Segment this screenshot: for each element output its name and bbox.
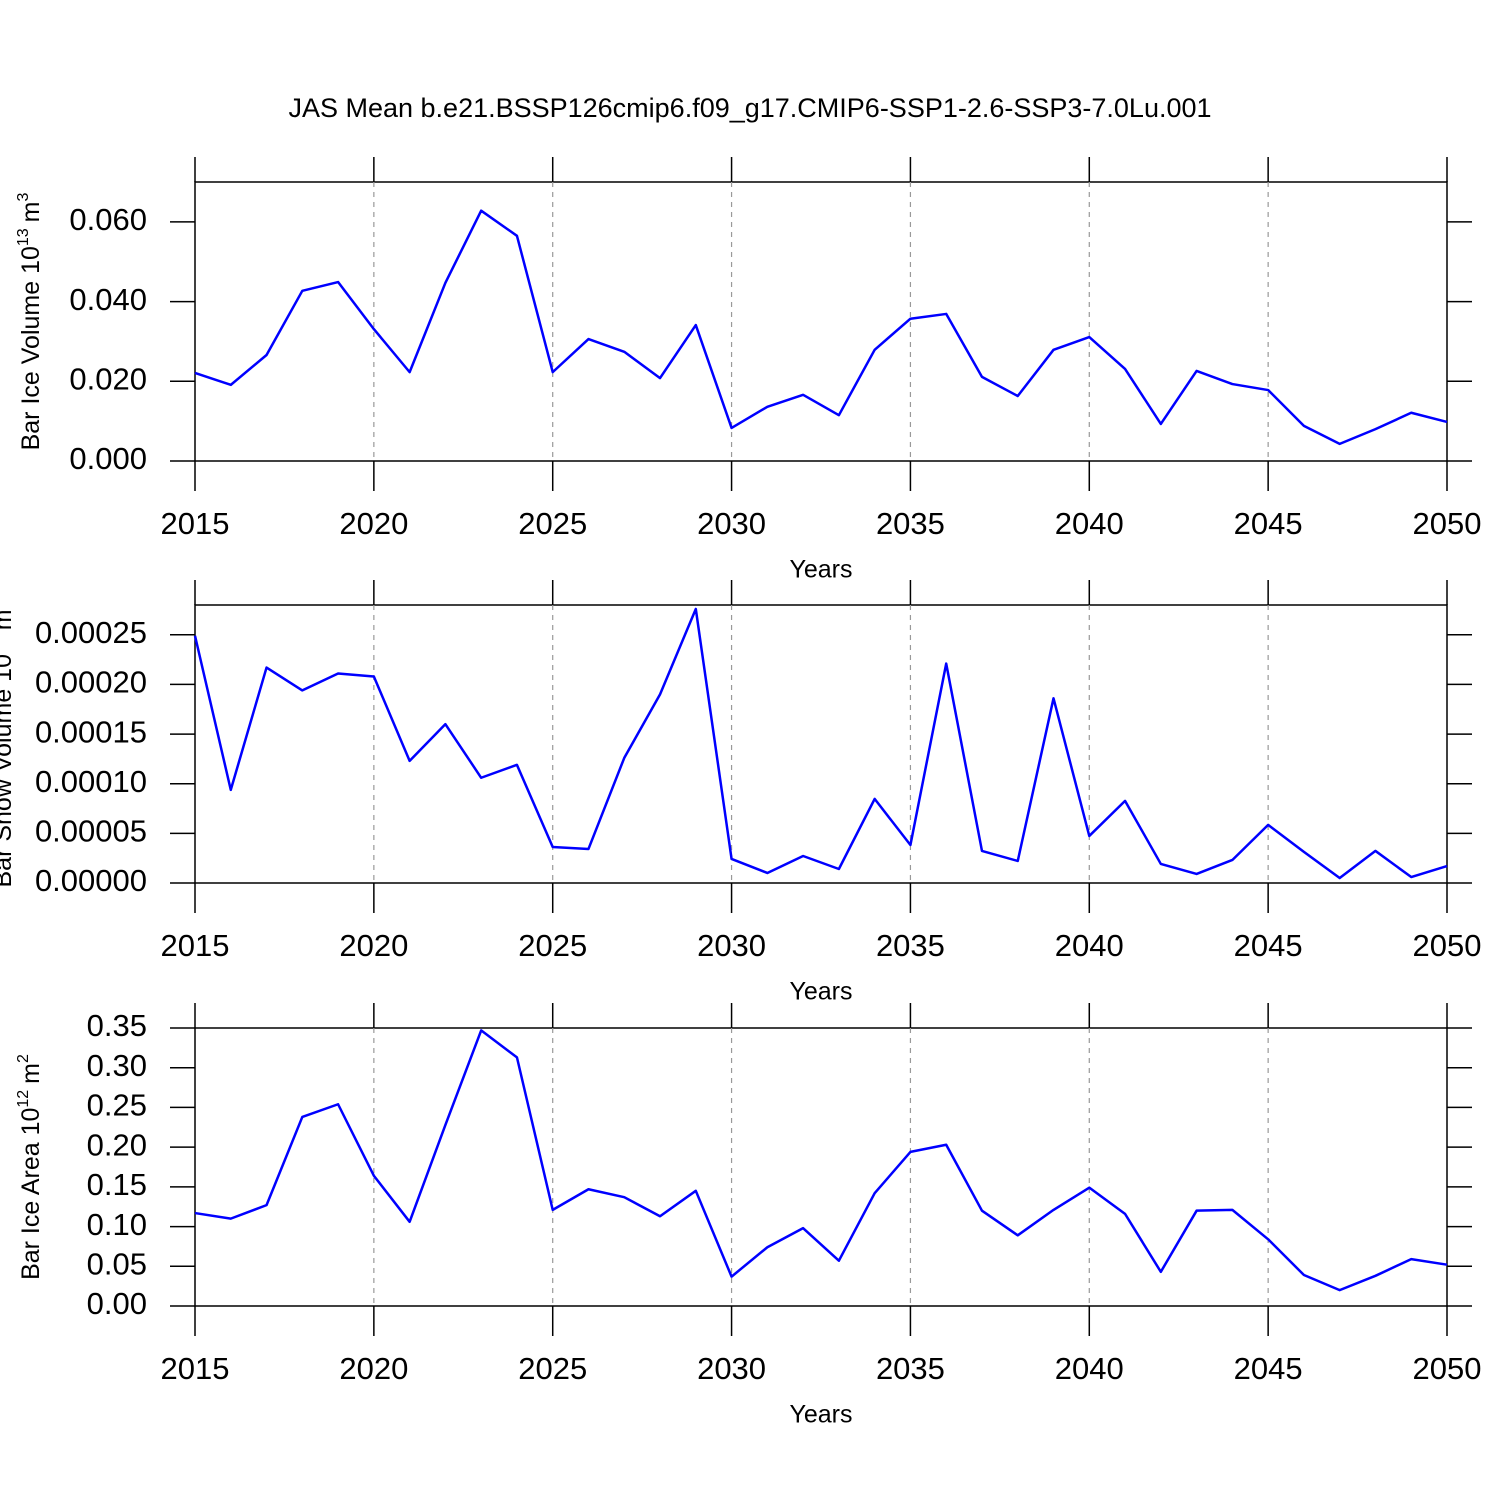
x-tick-label: 2050: [1413, 928, 1482, 963]
y-axis-label-part: 3: [15, 192, 32, 201]
plot-frame: [194, 604, 1448, 884]
y-axis-label-part: Bar Ice Volume 10: [17, 246, 45, 450]
data-line: [193, 607, 1448, 880]
x-tick-label: 2035: [876, 506, 945, 541]
y-tick-label: 0.00020: [35, 665, 147, 700]
x-tick-label: 2015: [161, 1351, 230, 1386]
x-tick-label: 2040: [1055, 506, 1124, 541]
y-tick-label: 0.20: [87, 1127, 147, 1162]
y-tick-label: 0.25: [87, 1088, 147, 1123]
x-tick-label: 2050: [1413, 506, 1482, 541]
x-tick-label: 2030: [697, 928, 766, 963]
x-tick-label: 2045: [1234, 928, 1303, 963]
y-tick-label: 0.35: [87, 1008, 147, 1043]
y-tick-label: 0.00015: [35, 714, 147, 749]
y-tick-label: 0.30: [87, 1048, 147, 1083]
y-axis-label: Bar Snow Volume 1013 m3: [0, 600, 17, 887]
x-tick-label: 2040: [1055, 928, 1124, 963]
plot-frame: [194, 1027, 1448, 1307]
y-tick-label: 0.060: [69, 202, 147, 237]
y-tick-label: 0.00010: [35, 764, 147, 799]
data-line: [194, 1029, 1448, 1292]
y-axis-label-part: 2: [15, 1054, 32, 1063]
y-tick-label: 0.00025: [35, 615, 147, 650]
data-line: [194, 209, 1448, 446]
x-tick-label: 2050: [1413, 1351, 1482, 1386]
x-tick-label: 2020: [339, 1351, 408, 1386]
y-tick-label: 0.020: [69, 361, 147, 396]
x-tick-label: 2040: [1055, 1351, 1124, 1386]
y-axis-label-part: Bar Ice Area 10: [17, 1108, 45, 1280]
y-tick-label: 0.000: [69, 441, 147, 476]
x-axis-label: Years: [789, 978, 852, 1006]
x-tick-label: 2015: [161, 506, 230, 541]
x-tick-label: 2025: [518, 928, 587, 963]
y-tick-label: 0.05: [87, 1246, 147, 1281]
y-axis-label-part: Bar Snow Volume 10: [0, 654, 17, 887]
y-axis-label-part: 12: [15, 1090, 32, 1108]
y-axis-label: Bar Ice Area 1012 m2: [15, 1054, 45, 1280]
y-axis-label-part: m: [17, 1063, 45, 1084]
x-tick-label: 2030: [697, 506, 766, 541]
y-tick-label: 0.00005: [35, 814, 147, 849]
x-axis-label: Years: [789, 556, 852, 584]
x-tick-label: 2035: [876, 1351, 945, 1386]
y-axis-label-part: m: [0, 609, 17, 630]
chart-title: JAS Mean b.e21.BSSP126cmip6.f09_g17.CMIP…: [288, 93, 1211, 123]
y-axis-label-part: m: [17, 201, 45, 222]
x-tick-label: 2020: [339, 928, 408, 963]
x-tick-label: 2045: [1234, 1351, 1303, 1386]
x-axis-label: Years: [789, 1401, 852, 1429]
y-axis-label: Bar Ice Volume 1013 m3: [15, 192, 45, 450]
x-tick-label: 2015: [161, 928, 230, 963]
y-axis-label-part: 13: [15, 228, 32, 246]
x-tick-label: 2045: [1234, 506, 1303, 541]
y-tick-label: 0.00000: [35, 863, 147, 898]
x-tick-label: 2020: [339, 506, 408, 541]
y-tick-label: 0.15: [87, 1167, 147, 1202]
y-tick-label: 0.10: [87, 1207, 147, 1242]
x-tick-label: 2025: [518, 1351, 587, 1386]
x-tick-label: 2035: [876, 928, 945, 963]
x-tick-label: 2030: [697, 1351, 766, 1386]
x-tick-label: 2025: [518, 506, 587, 541]
y-axis-label-part: 13: [0, 636, 4, 654]
y-tick-label: 0.00: [87, 1286, 147, 1321]
y-tick-label: 0.040: [69, 282, 147, 317]
y-axis-label-part: 3: [0, 600, 4, 609]
plot-frame: [194, 181, 1448, 462]
